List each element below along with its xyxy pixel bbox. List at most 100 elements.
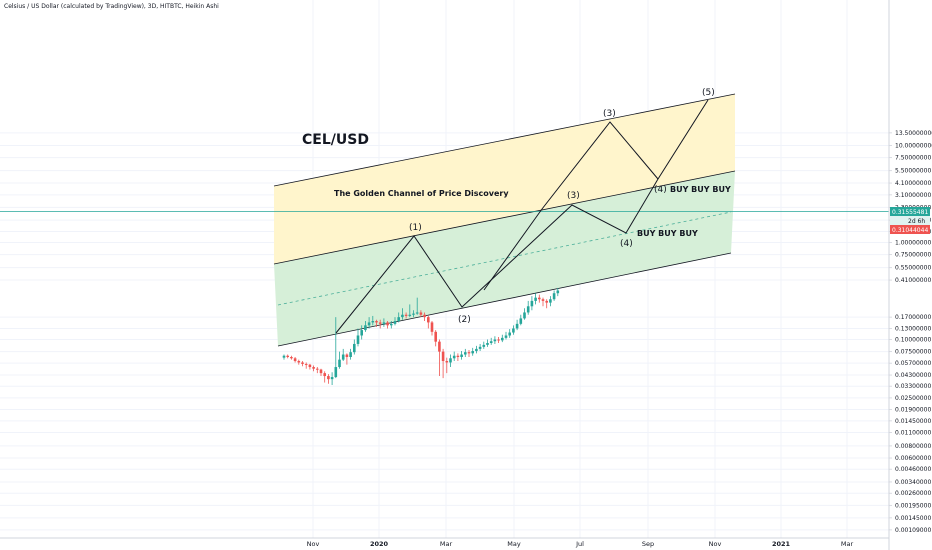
candle: [452, 351, 456, 362]
y-tick-label: 13.50000000: [895, 130, 932, 137]
y-tick-label: 0.05700000: [895, 360, 931, 367]
y-tick-label: 7.50000000: [895, 155, 931, 162]
y-tick-label: 0.03300000: [895, 383, 931, 390]
candle: [404, 312, 408, 319]
candle: [286, 354, 289, 359]
candle: [486, 339, 489, 347]
wave-3-high-label: (3): [603, 109, 616, 119]
candle: [412, 310, 415, 318]
candle: [449, 354, 452, 368]
candle: [301, 361, 304, 367]
candle: [349, 348, 352, 360]
x-tick-label: Jul: [575, 540, 584, 548]
y-tick-label: 0.00109000: [895, 527, 931, 534]
candle: [523, 308, 526, 320]
y-tick-label: 0.00340000: [895, 479, 931, 486]
second-price-tag: 0.31044044: [890, 225, 930, 234]
channel-line-2: [273, 170, 736, 265]
candle: [378, 319, 382, 329]
channel-midline: [277, 211, 732, 306]
y-tick-label: 3.10000000: [895, 192, 931, 199]
candle: [293, 357, 297, 363]
candle: [545, 299, 548, 309]
x-tick-label: Mar: [841, 540, 854, 548]
candle: [423, 312, 426, 322]
candlestick-series: [282, 287, 560, 385]
x-tick-label: May: [507, 540, 521, 548]
y-tick-label: 0.17000000: [895, 314, 931, 321]
candle: [441, 348, 445, 379]
candle: [475, 345, 478, 354]
wave-2-label: (2): [458, 315, 471, 325]
candle: [393, 317, 397, 326]
y-tick-label: 0.55000000: [895, 265, 931, 272]
golden-channel-zone: [274, 94, 735, 264]
x-tick-label: 2021: [772, 540, 791, 548]
candle: [353, 339, 356, 355]
x-tick-label: Nov: [307, 540, 320, 548]
candle: [430, 321, 434, 336]
candle: [493, 336, 497, 344]
wave-5-label: (5): [702, 88, 715, 98]
candle: [497, 337, 500, 344]
y-tick-label: 0.00145000: [895, 515, 931, 522]
y-tick-label: 0.00260000: [895, 490, 931, 497]
candle: [515, 319, 519, 331]
elliott-wave-lines: [335, 99, 709, 334]
candle: [290, 355, 293, 360]
candle: [375, 319, 378, 327]
y-tick-label: 0.10000000: [895, 337, 931, 344]
candle: [478, 343, 482, 352]
candle: [415, 297, 419, 315]
time-axis[interactable]: Nov 2020 Mar May Jul Sep Nov 2021 Mar: [307, 540, 854, 548]
candle: [401, 308, 404, 320]
candle: [330, 372, 334, 385]
candle: [304, 362, 308, 369]
candle: [471, 347, 474, 356]
y-tick-label: 10.00000000: [895, 143, 932, 150]
y-tick-label: 0.41000000: [895, 277, 931, 284]
candle: [549, 296, 552, 307]
x-tick-label: 2020: [370, 540, 389, 548]
candle: [316, 367, 319, 374]
candle: [356, 328, 360, 347]
candle: [419, 310, 423, 318]
wave-path-projection: [483, 121, 659, 291]
channel-label: The Golden Channel of Price Discovery: [334, 189, 509, 198]
candle: [534, 293, 537, 305]
x-tick-label: Mar: [440, 540, 453, 548]
price-axis[interactable]: 13.50000000 10.00000000 7.50000000 5.500000…: [889, 130, 932, 534]
candle: [334, 317, 338, 379]
y-tick-label: 0.00460000: [895, 466, 931, 473]
y-tick-label: 0.02500000: [895, 395, 931, 402]
candle: [501, 334, 504, 343]
candle: [519, 314, 523, 326]
candle: [345, 353, 349, 365]
y-tick-label: 0.01900000: [895, 406, 931, 413]
candle: [427, 315, 430, 329]
y-tick-label: 0.75000000: [895, 252, 931, 259]
candle: [323, 371, 326, 383]
channel-lines: [273, 93, 736, 347]
wave-4-low-label: (4): [620, 239, 633, 249]
y-tick-label: 5.50000000: [895, 168, 931, 175]
candle: [327, 374, 330, 384]
channel-line-1: [273, 93, 736, 187]
last-price-tag: 0.31555481 2d 6h: [890, 207, 930, 225]
buy-label-low: BUY BUY BUY: [637, 229, 698, 238]
candle: [364, 321, 367, 332]
candle: [282, 354, 286, 360]
green-channel-zone: [274, 171, 735, 346]
y-tick-label: 0.00195000: [895, 502, 931, 509]
wave-1-label: (1): [409, 223, 422, 233]
wave-4-high-label: (4): [654, 185, 667, 195]
chart-title: Celsius / US Dollar (calculated by Tradi…: [4, 3, 219, 10]
x-tick-label: Nov: [709, 540, 722, 548]
candle: [341, 348, 345, 362]
last-price-value: 0.31555481: [892, 209, 928, 216]
candle: [464, 348, 467, 358]
candle: [308, 363, 312, 370]
candle: [297, 359, 301, 365]
y-tick-label: 0.13000000: [895, 325, 931, 332]
